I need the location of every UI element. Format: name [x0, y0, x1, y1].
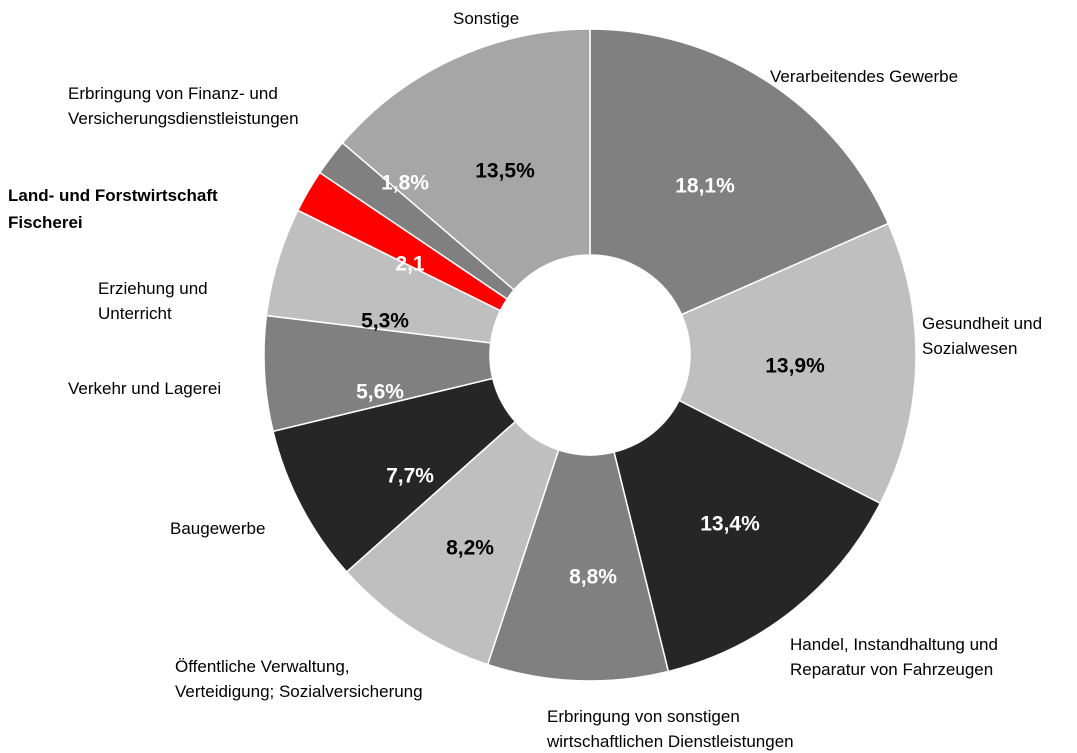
category-label: Gesundheit und Sozialwesen: [922, 314, 1042, 358]
category-label: Verkehr und Lagerei: [68, 379, 221, 398]
category-label-line: Verteidigung; Sozialversicherung: [175, 682, 423, 701]
category-label-line: Sozialwesen: [922, 339, 1017, 358]
category-label-line: Baugewerbe: [170, 519, 265, 538]
category-label-line: Erbringung von sonstigen: [547, 707, 740, 726]
category-label-line: wirtschaftlichen Dienstleistungen: [546, 732, 794, 751]
category-label: Öffentliche Verwaltung, Verteidigung; Soz…: [175, 657, 423, 701]
category-label-line: Fischerei: [8, 213, 83, 232]
value-label: 5,3%: [361, 310, 409, 333]
value-label: 13,5%: [475, 160, 535, 183]
category-label-line: Versicherungsdienstleistungen: [68, 109, 299, 128]
category-label-line: Handel, Instandhaltung und: [790, 635, 998, 654]
value-label: 13,4%: [700, 513, 760, 536]
value-label: 2,1: [395, 253, 425, 276]
category-label: Baugewerbe: [170, 519, 265, 538]
category-label: Handel, Instandhaltung und Reparatur von …: [790, 635, 998, 679]
value-label: 13,9%: [765, 355, 825, 378]
category-label-line: Verkehr und Lagerei: [68, 379, 221, 398]
category-label: Erziehung und Unterricht: [98, 279, 208, 323]
donut-slice: [613, 399, 882, 673]
category-label-line: Verarbeitendes Gewerbe: [770, 67, 958, 86]
donut-slice: [589, 28, 890, 316]
category-label-line: Reparatur von Fahrzeugen: [790, 660, 993, 679]
category-label: Sonstige: [453, 9, 519, 28]
donut-slice: [678, 222, 917, 505]
value-label: 8,8%: [569, 566, 617, 589]
value-label: 18,1%: [675, 175, 735, 198]
donut-slice: [345, 420, 560, 666]
category-label-line: Erziehung und: [98, 279, 208, 298]
donut-slice: [341, 28, 591, 291]
category-label: Verarbeitendes Gewerbe: [770, 67, 958, 86]
value-label: 7,7%: [386, 465, 434, 488]
category-label-line: Land- und Forstwirtschaft: [8, 186, 218, 205]
donut-slice: [272, 377, 517, 573]
category-label-line: Gesundheit und: [922, 314, 1042, 333]
category-label: Land- und Forstwirtschaft Fischerei: [8, 186, 218, 232]
donut-slice: [486, 448, 670, 682]
value-label: 5,6%: [356, 381, 404, 404]
value-label: 1,8%: [381, 172, 429, 195]
category-label-line: Erbringung von Finanz- und: [68, 84, 278, 103]
category-label-line: Öffentliche Verwaltung,: [175, 657, 350, 676]
category-label-line: Unterricht: [98, 304, 172, 323]
category-label: Erbringung von Finanz- und Versicherungsd…: [68, 84, 299, 128]
category-label: Erbringung von sonstigen wirtschaftlichen…: [546, 707, 794, 751]
category-label-line: Sonstige: [453, 9, 519, 28]
value-label: 8,2%: [446, 537, 494, 560]
